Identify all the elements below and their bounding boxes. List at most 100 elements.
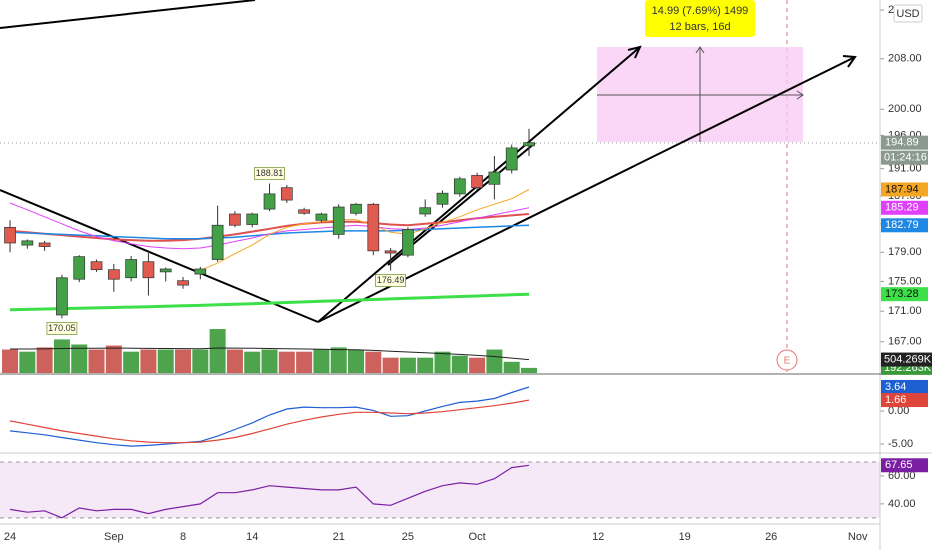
indicator-line (9, 399, 530, 444)
candle-body (38, 242, 51, 247)
price-badge-label: 187.94 (885, 183, 919, 195)
candle-body (350, 203, 362, 214)
volume-bar (365, 351, 382, 373)
price-badge-label: 185.29 (885, 202, 919, 214)
price-badge (881, 379, 928, 394)
volume-bar (521, 367, 538, 373)
moving-average (10, 347, 530, 361)
candle-body (523, 142, 535, 147)
trend-line (0, 189, 319, 323)
trend-line (317, 56, 856, 323)
candle-body (4, 226, 16, 244)
measure-label-box (645, 0, 755, 37)
y-tick-label: 167.00 (888, 336, 922, 348)
x-tick-label: 19 (679, 531, 691, 543)
indicator-line (9, 386, 530, 447)
x-tick-label: 26 (765, 531, 777, 543)
volume-bar (157, 349, 174, 373)
indicator-line (9, 464, 530, 519)
countdown-box (881, 150, 928, 165)
x-tick-label: 21 (333, 531, 345, 543)
extreme-label: 176.49 (377, 275, 405, 285)
price-badge-label: 194.89 (885, 137, 919, 149)
candle-body (471, 175, 483, 189)
volume-bar (140, 349, 157, 373)
y-tick-label: 179.00 (888, 246, 922, 258)
price-badge-label: 1.66 (885, 394, 906, 406)
x-tick-label: 25 (402, 531, 414, 543)
candle-body (332, 206, 345, 235)
extreme-label: 188.81 (256, 168, 284, 178)
currency-box[interactable] (893, 4, 923, 23)
volume-bar (261, 349, 278, 373)
measure-label: 12 bars, 16d (669, 21, 730, 33)
volume-bar (486, 349, 503, 373)
volume-bar (88, 349, 105, 373)
candle-body (229, 213, 241, 226)
price-badge (881, 393, 928, 408)
extreme-label-box (254, 167, 285, 180)
price-badge (881, 458, 928, 473)
volume-bar (192, 349, 209, 373)
extreme-label-box (46, 322, 78, 335)
extreme-label-box (375, 274, 406, 287)
volume-bar (278, 351, 295, 373)
volume-bar (313, 349, 330, 373)
volume-bar (19, 351, 36, 373)
volume-bar (244, 351, 261, 373)
arrow-head (627, 45, 642, 59)
y-tick-label: 60.00 (888, 470, 916, 482)
candle-body (453, 178, 466, 195)
y-tick-label: 208.00 (888, 53, 922, 65)
band-fill (0, 461, 880, 518)
candle-body (384, 250, 397, 254)
y-tick-label: 40.00 (888, 498, 916, 510)
currency[interactable]: USD (896, 8, 919, 20)
price-badge (881, 218, 928, 233)
candle-body (194, 268, 207, 275)
extreme-label: 170.05 (48, 323, 76, 333)
candle-body (107, 269, 120, 280)
volume-bar (71, 344, 88, 373)
candle-body (298, 209, 310, 214)
measure-label: 14.99 (7.69%) 1499 (652, 5, 749, 17)
x-tick-label: 14 (246, 531, 258, 543)
y-tick-label: 175.00 (888, 275, 922, 287)
candle-body (402, 229, 414, 256)
price-badge-label: 182.79 (885, 219, 919, 231)
moving-average (9, 292, 530, 312)
candle-body (177, 280, 189, 286)
price-badge (881, 182, 928, 197)
volume-bar (348, 349, 365, 373)
volume-bar (399, 357, 416, 373)
y-tick-label: 191.00 (888, 163, 922, 175)
volume-badge (881, 352, 932, 367)
candle-body (505, 147, 518, 171)
arrow-head (695, 46, 705, 54)
y-tick-label: 0.00 (888, 405, 909, 417)
candle-body (419, 207, 432, 215)
candle-body (315, 213, 328, 221)
event-label[interactable]: E (784, 356, 791, 367)
volume-bar (53, 339, 70, 373)
moving-average (200, 189, 530, 271)
y-tick-label: -5.00 (888, 438, 913, 450)
back-layer: 216.00208.00200.00196.00191.00187.00183.… (0, 4, 922, 519)
countdown: 01:24:16 (884, 152, 927, 164)
volume-bar (209, 329, 226, 373)
volume-bar (226, 349, 243, 373)
x-tick-label: Oct (469, 531, 486, 543)
candle-body (436, 192, 449, 205)
candle-body (90, 261, 103, 271)
volume-bar (175, 349, 192, 373)
drawings: 14.99 (7.69%) 1499 12 bars, 16d E (0, 0, 880, 373)
candle-body (56, 277, 68, 316)
marks-layer (2, 128, 538, 519)
volume-bar (503, 361, 520, 373)
candle-body (21, 240, 34, 246)
price-badge (881, 135, 928, 150)
volume-bar (451, 355, 468, 373)
price-badge (881, 200, 928, 215)
candle-body (488, 171, 501, 185)
event-marker[interactable] (776, 349, 798, 371)
